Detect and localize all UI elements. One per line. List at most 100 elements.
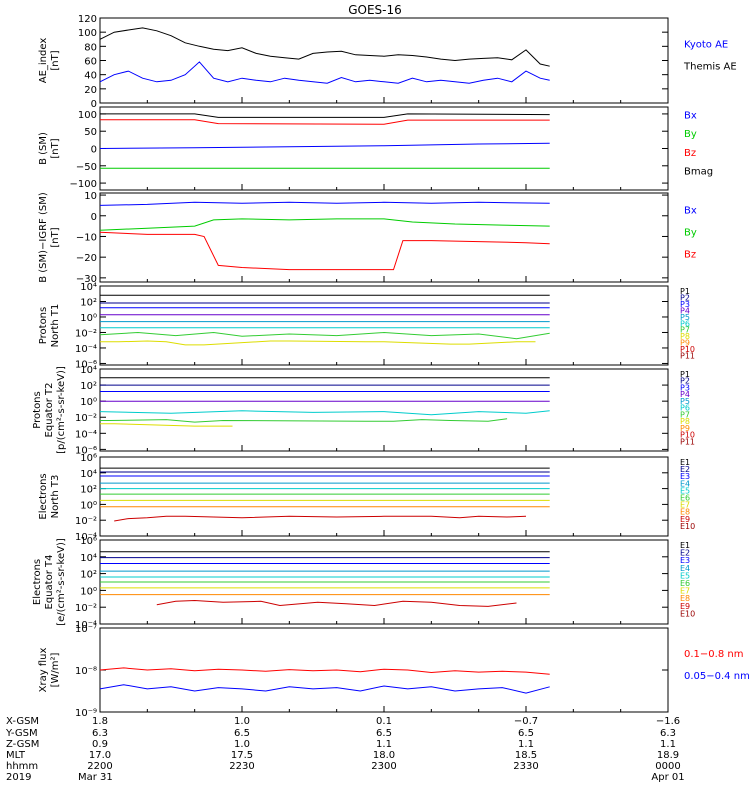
ytick-label-bigrf: 0 — [91, 212, 97, 223]
legend-pn-P7: P7 — [680, 326, 690, 335]
legend-en-E2: E2 — [680, 465, 690, 474]
legend-ee-E7: E7 — [680, 587, 690, 596]
ytick-label-pe: 10⁰ — [80, 397, 97, 408]
legend-pn-P1: P1 — [680, 287, 690, 296]
xaxis-tick-value: 17.5 — [231, 750, 253, 761]
ytick-label-ee: 10⁰ — [80, 586, 97, 597]
ytick-label-xray: 10⁻⁷ — [75, 624, 97, 635]
legend-pe-P11: P11 — [680, 437, 695, 446]
panel-frame-en — [99, 456, 669, 537]
ytick-label-bigrf: −20 — [76, 253, 97, 264]
legend-ee-E3: E3 — [680, 556, 690, 565]
ylabel-bsm: [nT] — [50, 138, 61, 158]
ytick-label-ae: 20 — [84, 85, 97, 96]
legend-en-E9: E9 — [680, 515, 690, 524]
ylabel-bsm: B (SM) — [38, 132, 49, 165]
legend-ee-E2: E2 — [680, 549, 690, 558]
ytick-label-en: 10⁴ — [80, 469, 97, 480]
ytick-label-pn: 10⁰ — [80, 313, 97, 324]
legend-en-E8: E8 — [680, 508, 690, 517]
ytick-label-pn: 10⁴ — [80, 282, 97, 293]
legend-bigrf-Bx: Bx — [684, 206, 697, 217]
ylabel-pe: Equator T2 — [44, 383, 55, 438]
xaxis-tick-value: 0.1 — [376, 716, 392, 727]
ytick-label-bsm: 50 — [84, 127, 97, 138]
ytick-label-ae: 0 — [91, 99, 97, 110]
ytick-label-xray: 10⁻⁹ — [75, 708, 97, 719]
legend-pe-P4: P4 — [680, 390, 690, 399]
xaxis-tick-value: 1.1 — [376, 739, 392, 750]
xaxis-tick-value: 1.1 — [518, 739, 534, 750]
legend-bsm-By: By — [684, 129, 697, 140]
series-ae-KyotoAE — [99, 61, 550, 84]
xaxis-row-label-hhmm: hhmm — [6, 761, 38, 772]
ytick-label-bsm: 100 — [78, 110, 97, 121]
xaxis-tick-value: 0.9 — [92, 739, 108, 750]
series-pe-P7 — [100, 423, 233, 427]
legend-pe-P1: P1 — [680, 370, 690, 379]
xaxis-tick-value: Apr 01 — [651, 772, 684, 783]
ytick-label-en: 10⁻² — [75, 516, 97, 527]
series-bigrf-Bx — [99, 201, 550, 206]
ytick-label-ae: 100 — [78, 28, 97, 39]
legend-bigrf-Bz: Bz — [684, 250, 696, 261]
legend-en-E6: E6 — [680, 494, 690, 503]
xaxis-tick-value: 0000 — [655, 761, 680, 772]
ytick-label-ae: 120 — [78, 14, 97, 25]
xaxis-tick-value: Mar 31 — [78, 772, 113, 783]
series-bsm-Bz — [100, 119, 550, 125]
ytick-label-pn: 10⁻⁴ — [75, 344, 97, 355]
ytick-label-en: 10⁶ — [80, 453, 97, 464]
xaxis-tick-value: 6.3 — [660, 728, 676, 739]
xaxis-tick-value: 18.0 — [373, 750, 395, 761]
legend-en-E7: E7 — [680, 501, 690, 510]
ylabel-pe: Protons — [32, 391, 43, 428]
series-bigrf-By — [99, 218, 550, 231]
ytick-label-pe: 10⁻⁶ — [75, 445, 97, 456]
ylabel-ee: Electrons — [32, 559, 43, 605]
legend-en-E1: E1 — [680, 458, 690, 467]
ylabel-en: Electrons — [38, 473, 49, 519]
series-pe-P6 — [100, 418, 508, 423]
ytick-label-bigrf: 10 — [84, 191, 97, 202]
xaxis-row-label-ZGSM: Z-GSM — [6, 739, 39, 750]
xaxis-tick-value: −1.6 — [656, 716, 680, 727]
legend-bigrf-By: By — [684, 228, 697, 239]
xaxis-tick-value: 1.0 — [234, 739, 250, 750]
series-ae-ThemisAE — [99, 27, 550, 67]
ytick-label-ae: 40 — [84, 71, 97, 82]
ytick-label-ee: 10² — [80, 570, 97, 581]
legend-bsm-Bx: Bx — [684, 110, 697, 121]
ylabel-ee: Equator T4 — [44, 555, 55, 610]
legend-bsm-Bz: Bz — [684, 148, 696, 159]
legend-pe-P8: P8 — [680, 417, 690, 426]
ylabel-xray: [W/m²] — [50, 652, 61, 687]
ytick-label-pe: 10² — [80, 381, 97, 392]
xaxis-row-label-XGSM: X-GSM — [6, 716, 39, 727]
ytick-label-en: 10² — [80, 485, 97, 496]
xaxis-tick-value: 6.5 — [518, 728, 534, 739]
ylabel-pn: North T1 — [50, 304, 61, 348]
series-en-E9 — [114, 515, 527, 522]
legend-pe-P7: P7 — [680, 410, 690, 419]
legend-pe-P5: P5 — [680, 397, 690, 406]
ytick-label-en: 10⁰ — [80, 500, 97, 511]
legend-ee-E10: E10 — [680, 609, 695, 618]
ylabel-en: North T3 — [50, 475, 61, 519]
legend-en-E4: E4 — [680, 479, 690, 488]
xaxis-tick-value: 6.3 — [92, 728, 108, 739]
series-pn-P8 — [100, 340, 536, 346]
legend-pe-P10: P10 — [680, 431, 695, 440]
ytick-label-en: 10⁻⁴ — [75, 532, 97, 543]
legend-pe-P6: P6 — [680, 404, 690, 413]
xaxis-tick-value: 2200 — [87, 761, 112, 772]
legend-ee-E6: E6 — [680, 579, 690, 588]
xaxis-tick-value: 2330 — [513, 761, 538, 772]
legend-ee-E1: E1 — [680, 541, 690, 550]
ytick-label-ae: 80 — [84, 42, 97, 53]
ytick-label-bigrf: −10 — [76, 232, 97, 243]
legend-ee-E9: E9 — [680, 602, 690, 611]
legend-pn-P2: P2 — [680, 293, 690, 302]
xaxis-tick-value: 17.0 — [89, 750, 111, 761]
ytick-label-pn: 10² — [80, 297, 97, 308]
